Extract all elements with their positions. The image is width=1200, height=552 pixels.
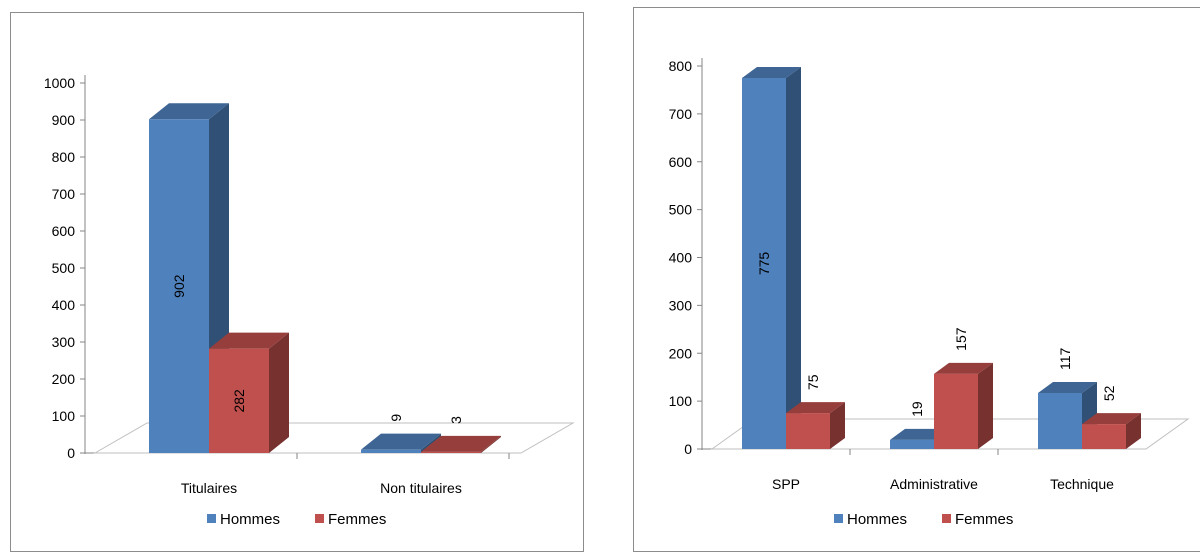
bar-side bbox=[830, 402, 845, 449]
data-label: 157 bbox=[953, 327, 969, 351]
data-label: 902 bbox=[171, 274, 187, 298]
bar-side bbox=[1126, 413, 1141, 449]
bar-front bbox=[209, 348, 269, 453]
bar-femmes bbox=[934, 362, 993, 449]
chart-filiere-svg: 0 100 200 300 400 500 600 700 800 SPP Administrati… bbox=[669, 58, 1190, 528]
bar-side bbox=[978, 362, 993, 449]
y-tick-label: 400 bbox=[52, 297, 76, 313]
data-label: 19 bbox=[909, 401, 925, 417]
y-tick-label: 200 bbox=[669, 345, 693, 361]
bar-femmes bbox=[209, 332, 289, 453]
bar-front bbox=[786, 413, 830, 449]
bar-side bbox=[481, 435, 501, 453]
y-tick-label: 500 bbox=[52, 260, 76, 276]
bar-front bbox=[1082, 424, 1126, 449]
bar-front bbox=[1038, 392, 1082, 449]
y-tick-label: 700 bbox=[669, 106, 693, 122]
bar-top bbox=[421, 435, 501, 452]
y-tick-label: 200 bbox=[52, 371, 76, 387]
chart-statut-svg: 0 100 200 300 400 500 600 700 800 900 1000 Titulair… bbox=[44, 75, 575, 528]
x-category-label: Non titulaires bbox=[380, 480, 462, 496]
bar-top bbox=[149, 103, 229, 120]
y-tick-label: 400 bbox=[669, 250, 693, 266]
chart-floor bbox=[710, 418, 1190, 450]
bar-front bbox=[421, 451, 481, 453]
bar-femmes bbox=[421, 435, 501, 453]
data-label: 282 bbox=[231, 389, 247, 413]
y-tick-label: 1000 bbox=[44, 75, 75, 91]
x-category-label: Administrative bbox=[890, 476, 978, 492]
data-label: 52 bbox=[1101, 385, 1117, 401]
bar-top bbox=[1038, 381, 1097, 393]
x-category-label: Technique bbox=[1050, 476, 1114, 492]
y-tick-label: 800 bbox=[52, 149, 76, 165]
bar-top bbox=[209, 332, 289, 349]
bar-top bbox=[786, 402, 845, 414]
bar-front bbox=[149, 119, 209, 453]
bar-top bbox=[742, 66, 801, 78]
data-label: 117 bbox=[1057, 347, 1073, 370]
chart-panel-statut: 0 100 200 300 400 500 600 700 800 900 1000 Titulair… bbox=[10, 12, 584, 552]
bar-front bbox=[361, 449, 421, 453]
bar-femmes bbox=[1082, 413, 1141, 449]
chart-panel-filiere: 0 100 200 300 400 500 600 700 800 SPP Administrati… bbox=[633, 7, 1200, 552]
x-category-label: SPP bbox=[772, 476, 800, 492]
legend-swatch bbox=[834, 514, 843, 523]
x-category-label: Titulaires bbox=[181, 480, 237, 496]
y-tick-label: 100 bbox=[52, 408, 76, 424]
y-tick-label: 300 bbox=[669, 297, 693, 313]
data-label: 9 bbox=[388, 414, 404, 422]
y-tick-label: 900 bbox=[52, 112, 76, 128]
legend-swatch bbox=[942, 514, 951, 523]
data-label: 775 bbox=[756, 252, 772, 276]
legend-swatch bbox=[207, 514, 216, 523]
bar-top bbox=[934, 362, 993, 374]
legend-swatch bbox=[315, 514, 324, 523]
bar-front bbox=[934, 373, 978, 449]
bar-front bbox=[890, 439, 934, 449]
bar-top bbox=[1082, 413, 1141, 425]
y-tick-label: 0 bbox=[67, 445, 75, 461]
bar-side bbox=[786, 66, 801, 449]
bar-front bbox=[742, 77, 786, 449]
bar-hommes bbox=[742, 66, 801, 449]
y-tick-label: 0 bbox=[684, 441, 692, 457]
legend-entry: Hommes bbox=[847, 511, 907, 528]
y-tick-label: 100 bbox=[669, 393, 693, 409]
y-tick-label: 600 bbox=[52, 223, 76, 239]
legend-entry: Hommes bbox=[220, 511, 280, 528]
y-tick-label: 700 bbox=[52, 186, 76, 202]
bar-top bbox=[361, 433, 441, 450]
y-tick-label: 300 bbox=[52, 334, 76, 350]
data-label: 75 bbox=[805, 374, 821, 390]
data-label: 3 bbox=[448, 416, 464, 424]
legend-entry: Femmes bbox=[955, 511, 1013, 528]
legend-entry: Femmes bbox=[328, 511, 386, 528]
bar-side bbox=[269, 332, 289, 453]
y-tick-label: 800 bbox=[669, 58, 693, 74]
bar-femmes bbox=[786, 402, 845, 449]
y-tick-label: 600 bbox=[669, 154, 693, 170]
y-tick-label: 500 bbox=[669, 202, 693, 218]
